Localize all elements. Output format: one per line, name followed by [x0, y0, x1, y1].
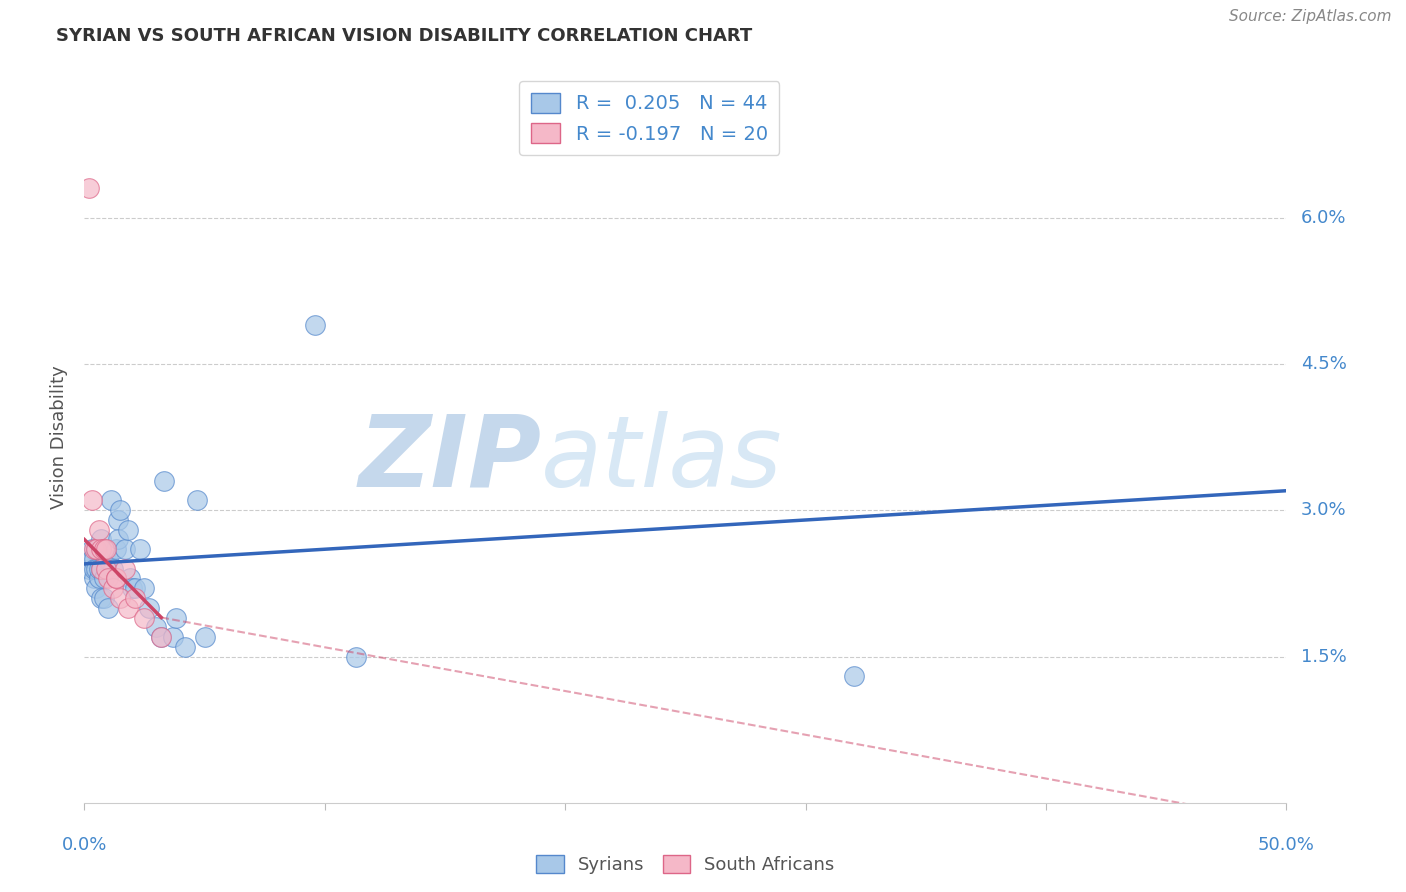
Point [97, 552, 120, 566]
Point [150, 630, 173, 644]
Text: Source: ZipAtlas.com: Source: ZipAtlas.com [1229, 9, 1392, 24]
Point [124, 581, 146, 595]
Point [97, 572, 120, 586]
Point [114, 562, 136, 576]
Point [165, 610, 187, 624]
Point [128, 542, 150, 557]
Point [90, 542, 112, 557]
Point [104, 572, 127, 586]
Point [86, 542, 108, 557]
Point [186, 493, 208, 508]
Point [80, 493, 103, 508]
Point [86, 542, 108, 557]
Point [162, 630, 184, 644]
Point [107, 513, 129, 527]
Point [86, 581, 108, 595]
Point [93, 542, 115, 557]
Point [90, 533, 112, 547]
Point [94, 552, 117, 566]
Point [103, 562, 125, 576]
Text: 0.0%: 0.0% [62, 836, 107, 854]
Legend: Syrians, South Africans: Syrians, South Africans [529, 847, 842, 881]
Point [104, 572, 127, 586]
Point [104, 542, 127, 557]
Point [110, 503, 132, 517]
Point [124, 591, 146, 605]
Point [304, 318, 326, 332]
Point [97, 600, 120, 615]
Point [80, 552, 103, 566]
Point [83, 562, 105, 576]
Point [344, 649, 367, 664]
Point [103, 581, 125, 595]
Text: 4.5%: 4.5% [1301, 355, 1347, 373]
Point [114, 542, 136, 557]
Point [107, 533, 129, 547]
Point [77, 181, 100, 195]
Point [93, 572, 115, 586]
Point [87, 523, 110, 537]
Text: SYRIAN VS SOUTH AFRICAN VISION DISABILITY CORRELATION CHART: SYRIAN VS SOUTH AFRICAN VISION DISABILIT… [56, 27, 752, 45]
Point [117, 600, 139, 615]
Point [90, 562, 112, 576]
Point [83, 572, 105, 586]
Point [152, 474, 174, 488]
Text: ZIP: ZIP [359, 410, 541, 508]
Text: 3.0%: 3.0% [1301, 501, 1347, 519]
Point [90, 562, 112, 576]
Point [150, 630, 173, 644]
Point [80, 542, 103, 557]
Point [134, 581, 156, 595]
Point [93, 591, 115, 605]
Point [842, 669, 865, 683]
Point [194, 630, 217, 644]
Text: 50.0%: 50.0% [1258, 836, 1315, 854]
Y-axis label: Vision Disability: Vision Disability [51, 365, 69, 509]
Point [138, 600, 160, 615]
Point [94, 562, 117, 576]
Text: atlas: atlas [541, 410, 783, 508]
Point [94, 542, 117, 557]
Point [174, 640, 197, 654]
Point [121, 581, 143, 595]
Point [110, 591, 132, 605]
Point [134, 610, 156, 624]
Point [87, 572, 110, 586]
Point [86, 562, 108, 576]
Text: 1.5%: 1.5% [1301, 648, 1347, 665]
Text: 6.0%: 6.0% [1301, 209, 1347, 227]
Point [77, 562, 100, 576]
Point [83, 552, 105, 566]
Point [87, 562, 110, 576]
Point [83, 542, 105, 557]
Point [118, 572, 141, 586]
Point [145, 620, 167, 634]
Point [90, 591, 112, 605]
Point [100, 493, 122, 508]
Point [117, 523, 139, 537]
